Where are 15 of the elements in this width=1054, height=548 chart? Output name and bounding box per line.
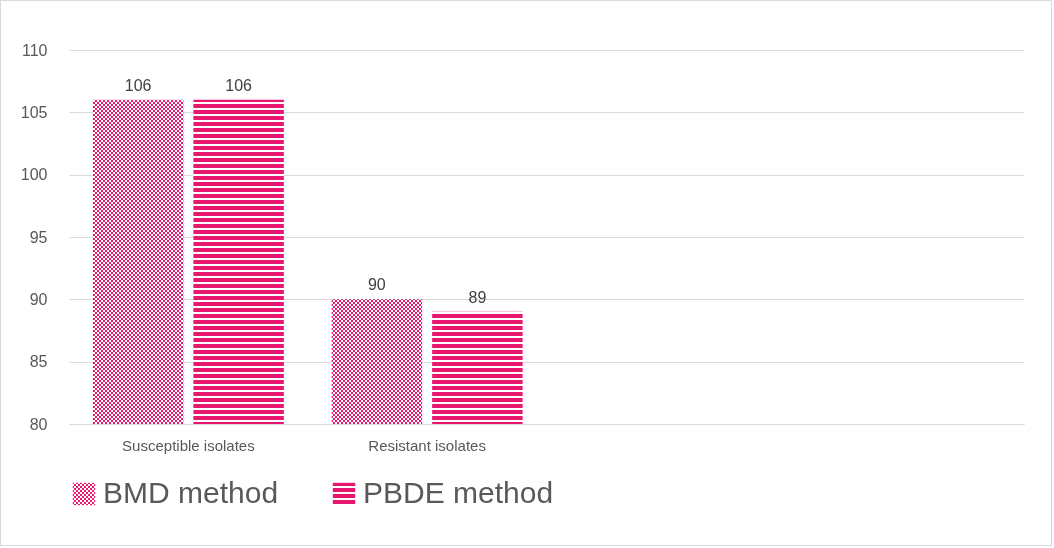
y-tick-label: 95 bbox=[29, 228, 48, 246]
y-tick-label: 85 bbox=[29, 353, 48, 371]
legend-label: PBDE method bbox=[363, 476, 554, 509]
y-tick-label: 105 bbox=[20, 103, 48, 121]
data-label: 106 bbox=[225, 76, 253, 94]
data-label: 90 bbox=[367, 276, 386, 294]
data-label: 89 bbox=[468, 288, 487, 306]
x-tick-label: Resistant isolates bbox=[368, 436, 486, 454]
y-tick-label: 110 bbox=[21, 41, 48, 59]
y-tick-label: 90 bbox=[29, 290, 48, 308]
y-tick-label: 100 bbox=[20, 166, 48, 184]
y-tick-label: 80 bbox=[29, 415, 48, 433]
data-label: 106 bbox=[124, 76, 152, 94]
legend-label: BMD method bbox=[103, 476, 279, 509]
x-tick-label: Susceptible isolates bbox=[122, 436, 255, 454]
